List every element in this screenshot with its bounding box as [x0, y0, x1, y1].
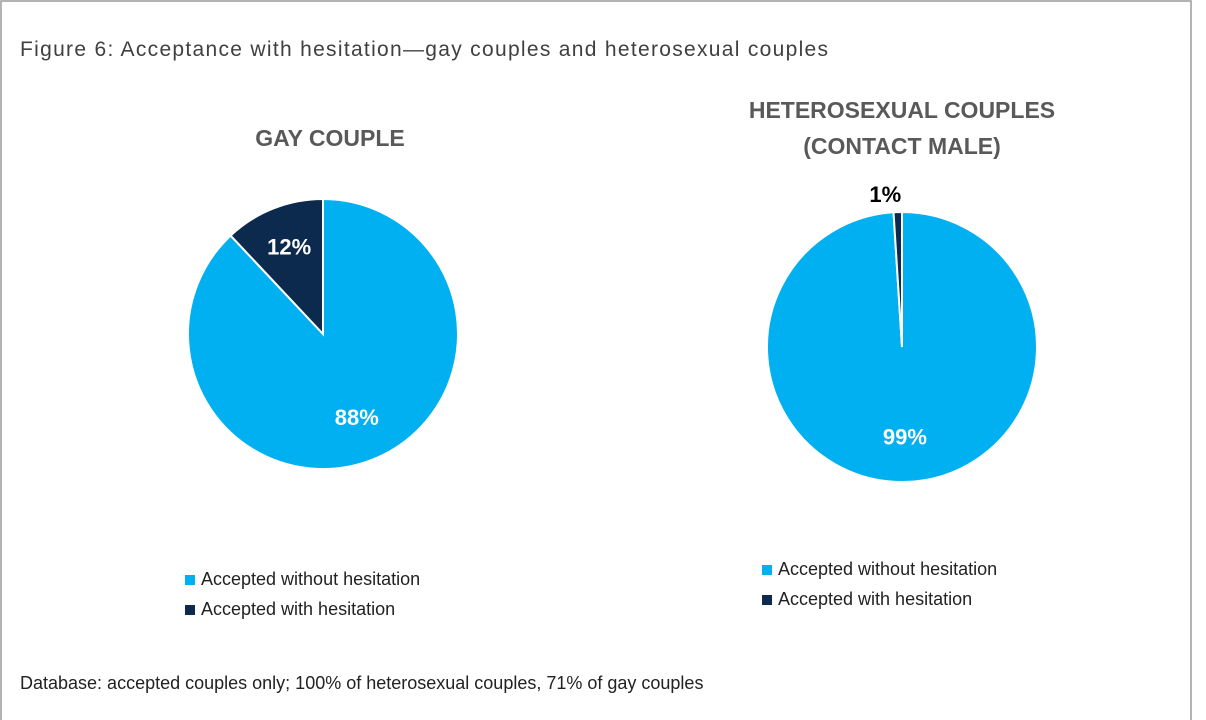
footnote: Database: accepted couples only; 100% of… [20, 673, 704, 693]
legend-label: Accepted without hesitation [778, 559, 997, 579]
data-label: 12% [267, 234, 311, 259]
data-label: 88% [335, 405, 379, 430]
pie-slice [892, 210, 903, 348]
legend-swatch [762, 565, 772, 575]
chart-title: GAY COUPLE [255, 125, 405, 151]
pie-slice [229, 197, 324, 337]
figure-title: Figure 6: Acceptance with hesitation—gay… [20, 38, 830, 61]
legend-swatch [762, 595, 772, 605]
data-label: 1% [869, 182, 901, 207]
legend-label: Accepted with hesitation [778, 589, 972, 609]
chart-title: HETEROSEXUAL COUPLES (CONTACT MALE) [748, 97, 1056, 159]
legend-label: Accepted with hesitation [201, 599, 395, 619]
legend-swatch [185, 575, 195, 585]
legend-label: Accepted without hesitation [201, 569, 420, 589]
legend-swatch [185, 605, 195, 615]
data-label: 99% [883, 425, 927, 450]
